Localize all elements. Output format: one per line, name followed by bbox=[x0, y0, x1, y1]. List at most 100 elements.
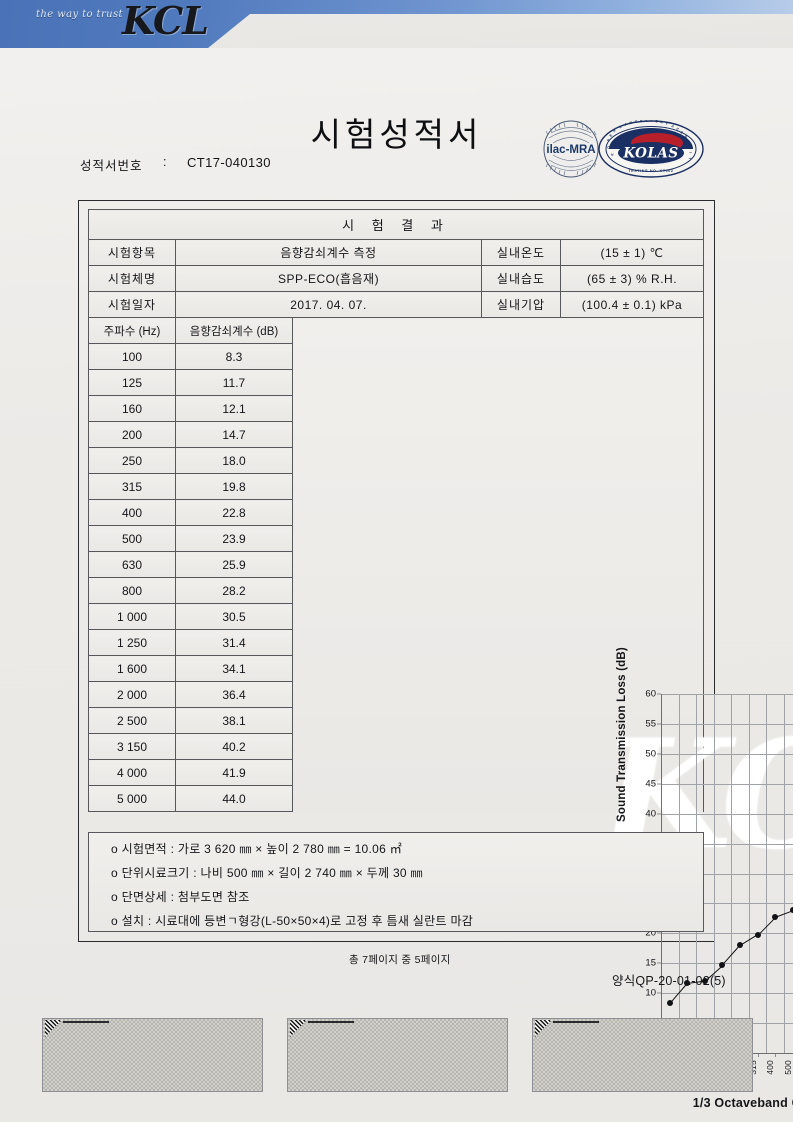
attenuation-cell: 36.4 bbox=[175, 681, 293, 708]
table-row: 1 000 30.5 bbox=[88, 603, 704, 630]
table-row: 2 500 38.1 bbox=[88, 707, 704, 734]
attenuation-cell: 8.3 bbox=[175, 343, 293, 370]
chart-y-tickmark bbox=[657, 723, 661, 725]
chart-y-tickmark bbox=[657, 962, 661, 964]
kcl-logo: KCL bbox=[122, 0, 209, 43]
table-row: 시험체명 SPP-ECO(흡음재) 실내습도 (65 ± 3) % R.H. bbox=[88, 265, 704, 292]
svg-text:A: A bbox=[645, 120, 648, 123]
svg-text:A: A bbox=[612, 128, 617, 133]
results-table: 시 험 결 과 시험항목 음향감쇠계수 측정 실내온도 (15 ± 1) ℃ 시… bbox=[88, 209, 793, 1110]
svg-text:A: A bbox=[624, 122, 628, 127]
table-row: 1 250 31.4 bbox=[88, 629, 704, 656]
attenuation-cell: 23.9 bbox=[175, 525, 293, 552]
attenuation-cell: 19.8 bbox=[175, 473, 293, 500]
chart-y-tick-label: 45 bbox=[645, 778, 656, 790]
table-row: 시험항목 음향감쇠계수 측정 실내온도 (15 ± 1) ℃ bbox=[88, 239, 704, 266]
attenuation-cell: 22.8 bbox=[175, 499, 293, 526]
chart-y-tick-label: 10 bbox=[645, 987, 656, 999]
chart-y-tick-label: 20 bbox=[645, 927, 656, 939]
accreditation-logos: ilac-MRA KOLAS TESTING NO. KT002 K O R E… bbox=[535, 120, 705, 178]
chart-data-point bbox=[701, 977, 708, 984]
chart-x-tick-label: 500 bbox=[782, 1060, 793, 1075]
photo-corner-mark bbox=[290, 1020, 307, 1037]
notes-box: o 시험면적 : 가로 3 620 ㎜ × 높이 2 780 ㎜ = 10.06… bbox=[88, 832, 704, 932]
chart-data-point bbox=[719, 962, 726, 969]
frequency-cell: 4 000 bbox=[88, 759, 176, 786]
table-row: 시험일자 2017. 04. 07. 실내기압 (100.4 ± 0.1) kP… bbox=[88, 291, 704, 318]
column-header-attenuation: 음향감쇠계수 (dB) bbox=[175, 317, 293, 344]
frequency-cell: 160 bbox=[88, 395, 176, 422]
svg-text:K: K bbox=[610, 152, 615, 156]
attenuation-cell: 44.0 bbox=[175, 785, 293, 812]
frequency-cell: 500 bbox=[88, 525, 176, 552]
chart-y-tickmark bbox=[657, 813, 661, 815]
chart-gridline-h bbox=[661, 843, 793, 845]
photo-top-rule bbox=[308, 1021, 354, 1023]
sample-photo-2 bbox=[287, 1018, 508, 1092]
chart-gridline-v bbox=[783, 694, 785, 1053]
attenuation-cell: 38.1 bbox=[175, 707, 293, 734]
frequency-cell: 1 600 bbox=[88, 655, 176, 682]
chart-y-tickmark bbox=[657, 783, 661, 785]
chart-y-tickmark bbox=[657, 693, 661, 695]
chart-data-point bbox=[754, 931, 761, 938]
table-row: 200 14.7 bbox=[88, 421, 704, 448]
attenuation-cell: 41.9 bbox=[175, 759, 293, 786]
chart-gridline-h bbox=[661, 963, 793, 965]
table-row: 400 22.8 bbox=[88, 499, 704, 526]
info-value-2: 2017. 04. 07. bbox=[175, 291, 482, 318]
chart-data-point bbox=[789, 906, 793, 913]
kolas-icon: KOLAS TESTING NO. KT002 K O R E A L A B … bbox=[598, 120, 704, 178]
env-value-2: (100.4 ± 0.1) kPa bbox=[560, 291, 704, 318]
chart-gridline-h bbox=[661, 723, 793, 725]
info-label-1: 시험체명 bbox=[88, 265, 176, 292]
attenuation-cell: 11.7 bbox=[175, 369, 293, 396]
table-row: 2 000 36.4 bbox=[88, 681, 704, 708]
attenuation-cell: 18.0 bbox=[175, 447, 293, 474]
frequency-cell: 2 000 bbox=[88, 681, 176, 708]
svg-text:C: C bbox=[675, 127, 680, 132]
frequency-cell: 200 bbox=[88, 421, 176, 448]
frequency-cell: 800 bbox=[88, 577, 176, 604]
chart-gridline-h bbox=[661, 993, 793, 995]
chart-gridline-v bbox=[713, 694, 715, 1053]
photo-top-rule bbox=[553, 1021, 599, 1023]
page-count: 총 7페이지 중 5페이지 bbox=[349, 954, 451, 966]
frequency-cell: 125 bbox=[88, 369, 176, 396]
results-title-cell: 시 험 결 과 bbox=[88, 209, 704, 240]
frequency-cell: 100 bbox=[88, 343, 176, 370]
info-value-0: 음향감쇠계수 측정 bbox=[175, 239, 482, 266]
report-number-value: CT17-040130 bbox=[187, 155, 271, 170]
svg-text:E: E bbox=[609, 133, 614, 138]
table-row: 5 000 44.0 bbox=[88, 785, 704, 812]
logo-tagline: the way to trust bbox=[36, 9, 123, 20]
table-row: 100 8.3 bbox=[88, 343, 704, 370]
svg-text:D: D bbox=[688, 145, 692, 149]
chart-gridline-v bbox=[748, 694, 750, 1053]
env-value-1: (65 ± 3) % R.H. bbox=[560, 265, 704, 292]
svg-text:R: R bbox=[683, 135, 688, 140]
chart-y-tickmark bbox=[657, 753, 661, 755]
table-row: 800 28.2 bbox=[88, 577, 704, 604]
attenuation-cell: 31.4 bbox=[175, 629, 293, 656]
note-test-area: o 시험면적 : 가로 3 620 ㎜ × 높이 2 780 ㎜ = 10.06… bbox=[111, 842, 403, 856]
report-number-colon: : bbox=[163, 155, 167, 169]
chart-y-tick-label: 40 bbox=[645, 808, 656, 820]
report-number-label: 성적서번호 bbox=[80, 159, 143, 173]
results-table-body: 시 험 결 과 시험항목 음향감쇠계수 측정 실내온도 (15 ± 1) ℃ 시… bbox=[88, 209, 793, 1110]
env-label-0: 실내온도 bbox=[481, 239, 561, 266]
svg-text:Y: Y bbox=[665, 122, 669, 127]
table-row: 160 12.1 bbox=[88, 395, 704, 422]
chart-x-tick-label: 400 bbox=[765, 1060, 776, 1075]
frequency-cell: 2 500 bbox=[88, 707, 176, 734]
frequency-cell: 630 bbox=[88, 551, 176, 578]
note-section-detail: o 단면상세 : 첨부도면 참조 bbox=[111, 890, 250, 904]
svg-text:I: I bbox=[688, 152, 692, 154]
env-value-0: (15 ± 1) ℃ bbox=[560, 239, 704, 266]
photo-corner-mark bbox=[535, 1020, 552, 1037]
svg-text:TESTING NO. KT002: TESTING NO. KT002 bbox=[629, 169, 674, 173]
chart-x-tickmark bbox=[775, 1053, 777, 1057]
chart-gridline-h bbox=[661, 694, 793, 695]
photo-top-rule bbox=[63, 1021, 109, 1023]
chart-gridline-h bbox=[661, 903, 793, 905]
